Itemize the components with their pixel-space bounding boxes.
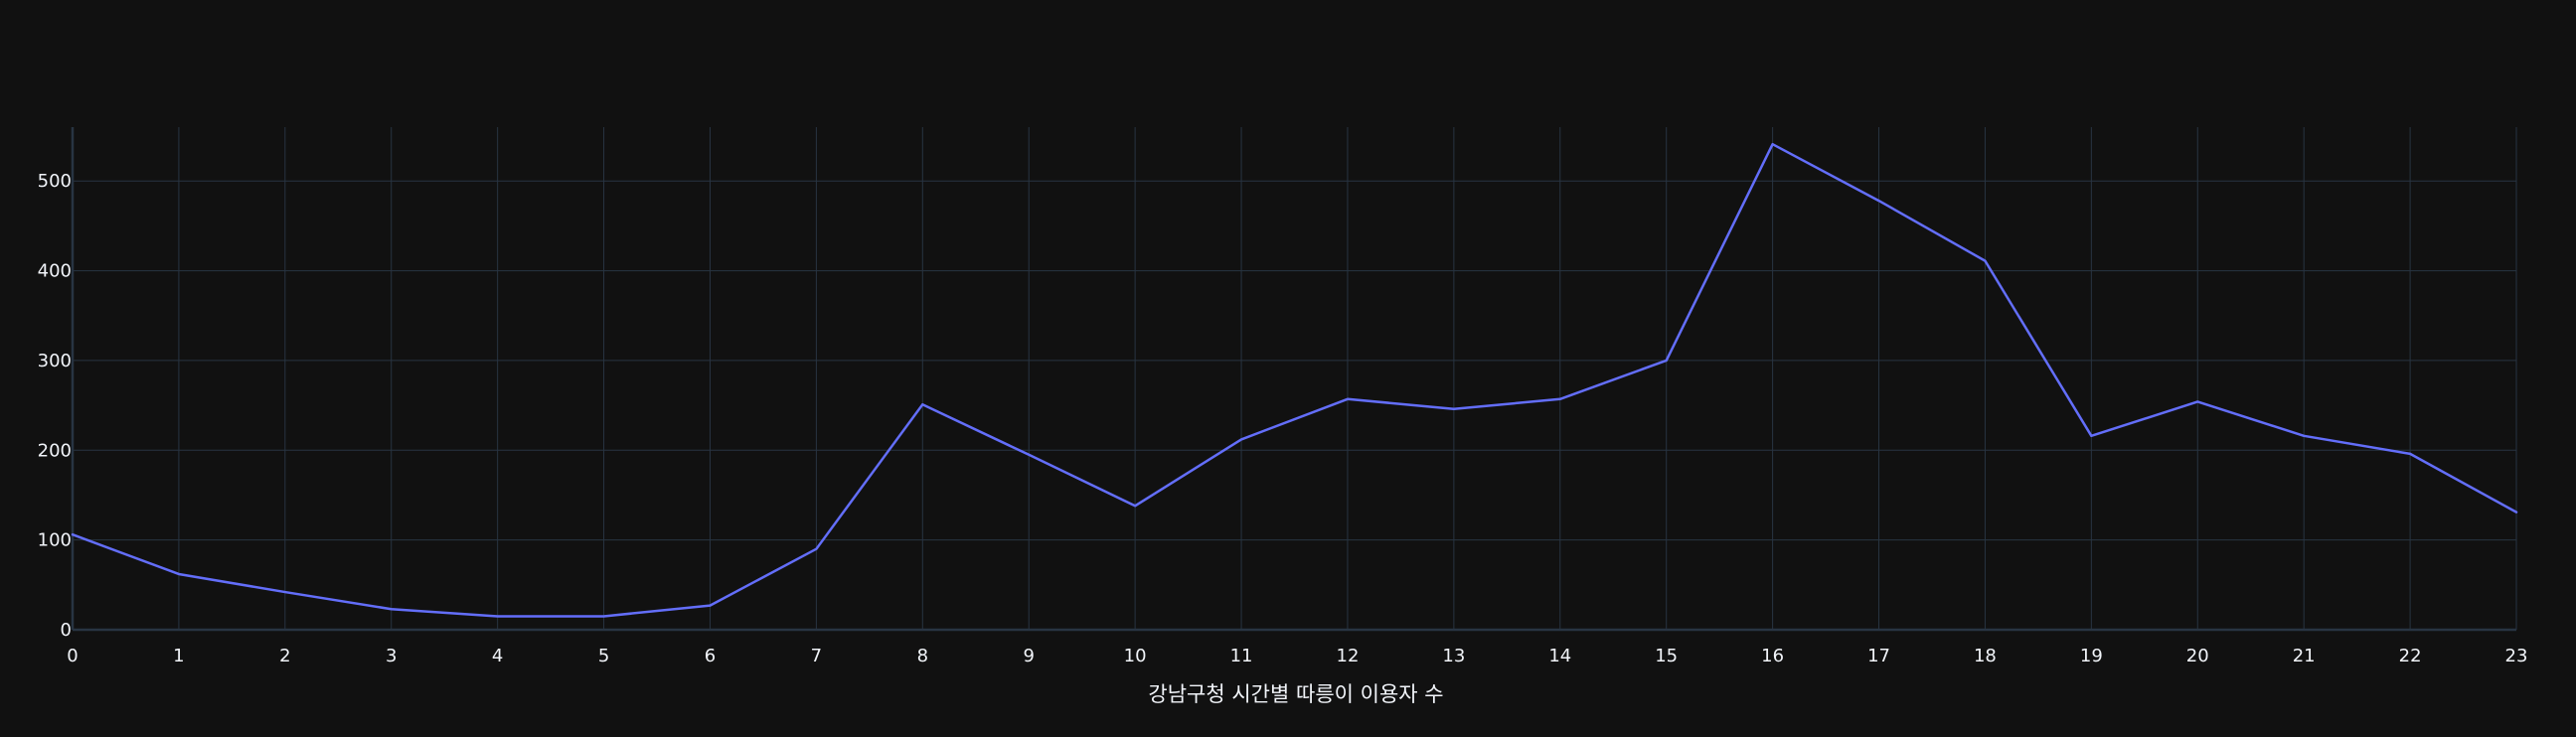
x-tick-label: 11 bbox=[1230, 646, 1253, 666]
x-tick-label: 20 bbox=[2186, 646, 2209, 666]
x-gridlines bbox=[72, 127, 2517, 630]
y-tick-label: 200 bbox=[38, 440, 72, 461]
y-tick-label: 100 bbox=[38, 530, 72, 551]
x-tick-label: 12 bbox=[1337, 646, 1360, 666]
y-tick-label: 500 bbox=[38, 171, 72, 192]
x-tick-label: 18 bbox=[1974, 646, 1997, 666]
x-tick-label: 21 bbox=[2293, 646, 2316, 666]
series-line bbox=[71, 142, 2518, 618]
x-tick-label: 4 bbox=[492, 646, 503, 666]
y-tick-label: 400 bbox=[38, 261, 72, 282]
x-tick-label: 22 bbox=[2399, 646, 2422, 666]
x-tick-label: 8 bbox=[917, 646, 928, 666]
x-tick-label: 7 bbox=[811, 646, 822, 666]
x-tick-label: 1 bbox=[173, 646, 184, 666]
x-tick-label: 5 bbox=[598, 646, 609, 666]
x-tick-label: 6 bbox=[705, 646, 716, 666]
series-layer bbox=[71, 142, 2518, 618]
x-axis-title: 강남구청 시간별 따릉이 이용자 수 bbox=[1148, 682, 1443, 706]
x-tick-label: 17 bbox=[1867, 646, 1890, 666]
x-tick-label: 9 bbox=[1023, 646, 1034, 666]
x-tick-label: 14 bbox=[1548, 646, 1571, 666]
x-tick-label: 15 bbox=[1655, 646, 1678, 666]
x-tick-label: 23 bbox=[2505, 646, 2528, 666]
x-tick-label: 3 bbox=[386, 646, 397, 666]
y-tick-label: 300 bbox=[38, 351, 72, 371]
x-tick-label: 19 bbox=[2080, 646, 2103, 666]
y-tick-label: 0 bbox=[61, 620, 72, 641]
axes bbox=[71, 127, 2516, 632]
y-gridlines bbox=[73, 180, 2516, 541]
x-tick-labels: 0 1 2 3 4 5 6 7 8 9 10 11 12 13 14 15 16 17 18 19 20 21 22 23 bbox=[67, 646, 2527, 666]
x-tick-label: 0 bbox=[67, 646, 78, 666]
x-tick-label: 2 bbox=[279, 646, 290, 666]
x-tick-label: 16 bbox=[1761, 646, 1784, 666]
x-tick-label: 10 bbox=[1124, 646, 1147, 666]
x-tick-label: 13 bbox=[1442, 646, 1465, 666]
y-tick-labels: 0 100 200 300 400 500 bbox=[38, 171, 72, 641]
